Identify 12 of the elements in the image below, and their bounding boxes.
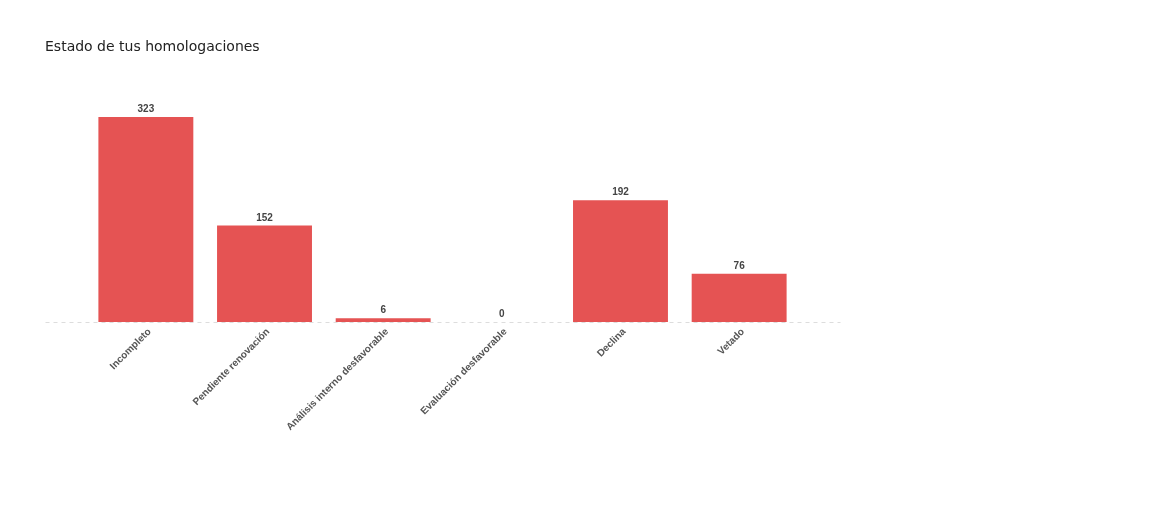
bar <box>573 200 668 322</box>
bar <box>335 318 431 322</box>
data-label: 0 <box>499 308 506 319</box>
bar <box>691 273 787 322</box>
data-label: 76 <box>733 259 746 271</box>
chart-title: Estado de tus homologaciones <box>45 38 260 54</box>
bar <box>217 225 312 322</box>
bar <box>98 117 194 322</box>
data-label: 323 <box>137 103 155 114</box>
data-label: 6 <box>380 304 387 316</box>
data-label: 192 <box>612 186 630 198</box>
data-label: 152 <box>256 211 274 223</box>
